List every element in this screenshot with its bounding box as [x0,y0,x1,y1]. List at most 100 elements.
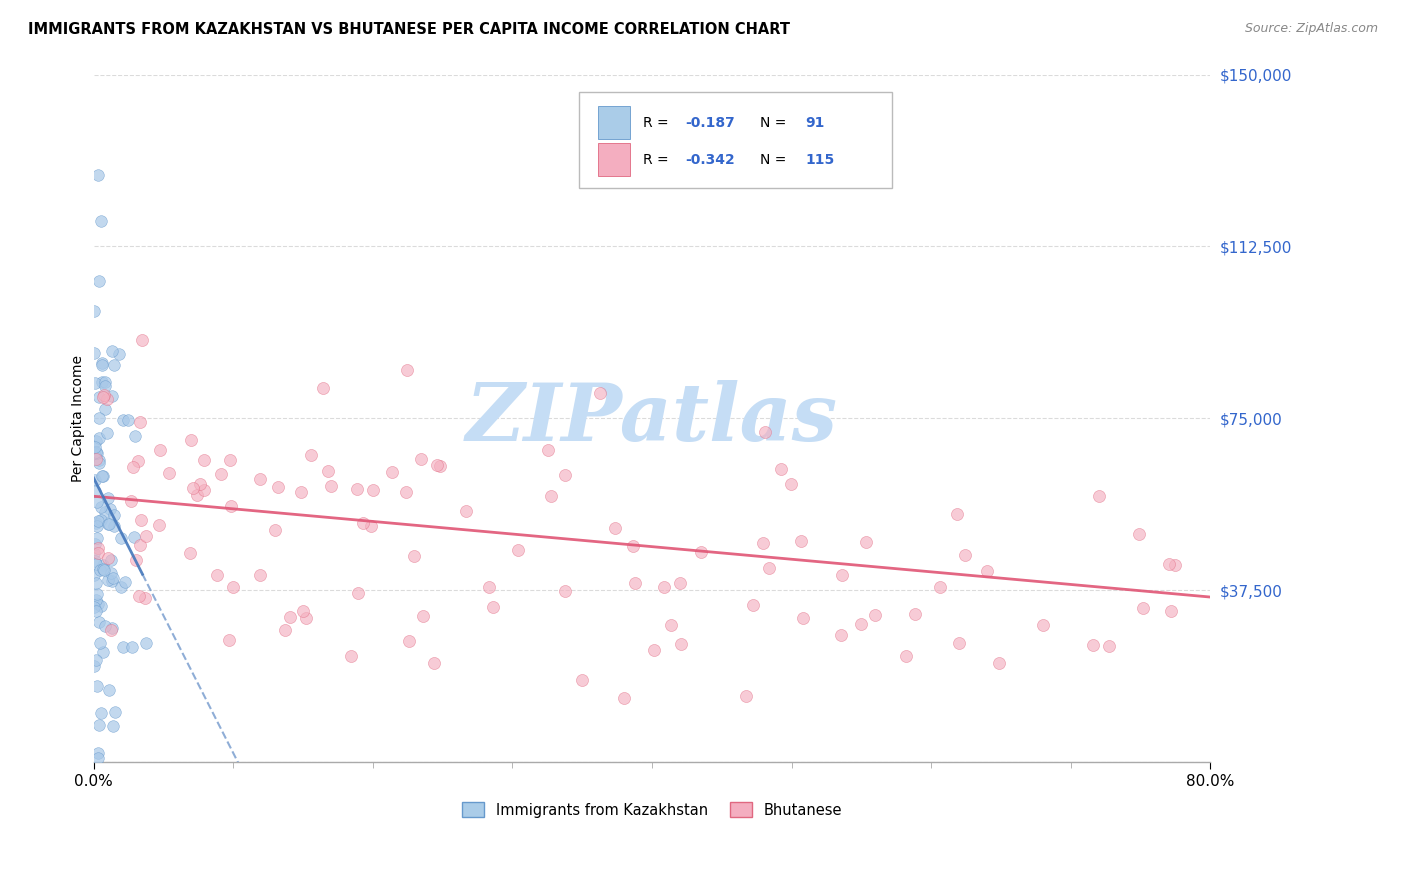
Point [100,566,122,580]
Point [1032,617,1054,632]
Point [127,453,149,467]
Point [89,453,111,467]
Point [131,334,153,348]
Point [96,425,118,440]
Point [851,617,873,632]
Point [101,621,124,635]
Point [589,386,612,401]
Point [94,375,117,389]
Point [454,504,477,518]
Point [90,375,112,389]
Point [91,645,114,659]
Point [603,521,626,535]
Point [668,576,690,591]
Point [321,479,343,493]
Point [249,568,271,582]
Point [904,607,927,621]
Point [402,549,425,563]
Text: Source: ZipAtlas.com: Source: ZipAtlas.com [1244,22,1378,36]
Point [93,563,115,577]
Point [398,634,420,648]
Point [84,434,107,449]
Point [101,571,124,585]
Point [86,531,108,545]
Point [395,363,418,377]
Point [93,562,115,576]
Point [554,583,576,598]
Point [181,482,204,496]
Point [741,598,763,612]
Point [948,636,970,650]
Point [988,656,1011,670]
Point [671,637,693,651]
Point [89,636,111,650]
Point [273,624,295,638]
Text: -0.342: -0.342 [686,153,735,167]
Point [86,597,108,611]
Point [94,619,117,633]
Point [316,464,339,478]
Point [267,480,290,494]
Point [347,586,370,600]
Y-axis label: Per Capita Income: Per Capita Income [72,355,86,482]
Text: -0.187: -0.187 [686,116,735,129]
Point [86,587,108,601]
Point [83,445,105,459]
Point [792,611,814,625]
Point [98,501,121,516]
Point [84,557,107,571]
Text: R =: R = [643,116,673,129]
Point [482,599,505,614]
Point [831,567,853,582]
Point [478,580,501,594]
Point [1098,639,1121,653]
Point [537,443,560,458]
Point [83,376,105,391]
Point [659,617,682,632]
Point [124,429,146,443]
Point [621,539,644,553]
Point [128,590,150,604]
Point [86,652,108,666]
Text: IMMIGRANTS FROM KAZAKHSTAN VS BHUTANESE PER CAPITA INCOME CORRELATION CHART: IMMIGRANTS FROM KAZAKHSTAN VS BHUTANESE … [28,22,790,37]
Point [103,519,125,533]
Point [188,476,211,491]
Point [412,608,434,623]
Point [91,468,114,483]
Point [91,558,114,572]
Point [508,542,530,557]
Point [90,500,112,514]
Point [352,516,374,530]
Point [86,592,108,607]
Point [93,388,115,402]
Point [752,535,775,549]
Point [218,632,240,647]
Legend: Immigrants from Kazakhstan, Bhutanese: Immigrants from Kazakhstan, Bhutanese [457,797,848,823]
Point [83,658,105,673]
Point [263,523,285,537]
Point [613,690,636,705]
Point [89,456,111,470]
Point [84,604,107,618]
Point [830,627,852,641]
Point [83,545,105,559]
Point [894,649,917,664]
Point [1088,489,1111,503]
Point [129,415,152,429]
Point [91,390,114,404]
Point [86,679,108,693]
Point [87,541,110,556]
Point [89,718,111,732]
Text: ZIPatlas: ZIPatlas [465,380,838,457]
Point [83,567,105,582]
Point [294,611,316,625]
Point [429,458,451,473]
Point [758,561,780,575]
Point [134,591,156,605]
Point [148,518,170,533]
Point [89,564,111,578]
Point [91,469,114,483]
Point [104,705,127,719]
Point [193,452,215,467]
Point [129,538,152,552]
